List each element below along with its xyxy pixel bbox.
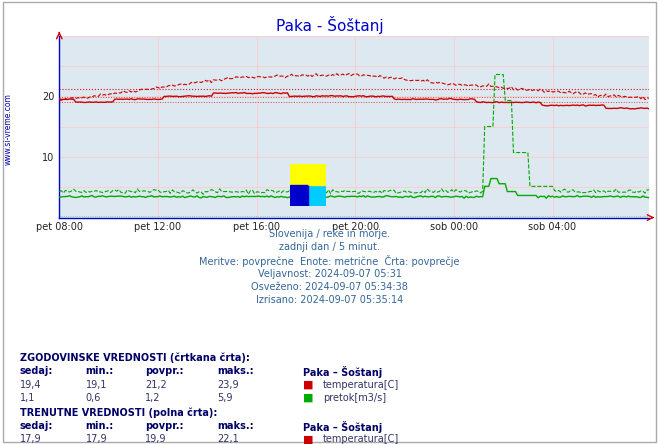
Text: zadnji dan / 5 minut.: zadnji dan / 5 minut. [279, 242, 380, 252]
Text: ZGODOVINSKE VREDNOSTI (črtkana črta):: ZGODOVINSKE VREDNOSTI (črtkana črta): [20, 353, 250, 364]
Text: temperatura[C]: temperatura[C] [323, 434, 399, 444]
Text: 17,9: 17,9 [86, 434, 107, 444]
Polygon shape [290, 164, 308, 186]
Text: Paka – Šoštanj: Paka – Šoštanj [303, 421, 382, 433]
Text: ■: ■ [303, 380, 314, 390]
Text: ■: ■ [303, 434, 314, 444]
Text: Paka - Šoštanj: Paka - Šoštanj [275, 16, 384, 34]
Text: povpr.:: povpr.: [145, 421, 183, 431]
Text: min.:: min.: [86, 366, 114, 377]
Text: ■: ■ [303, 393, 314, 403]
Polygon shape [308, 164, 326, 186]
Text: 19,1: 19,1 [86, 380, 107, 390]
Text: 5,9: 5,9 [217, 393, 233, 403]
Text: maks.:: maks.: [217, 421, 254, 431]
Text: 1,2: 1,2 [145, 393, 161, 403]
Text: Veljavnost: 2024-09-07 05:31: Veljavnost: 2024-09-07 05:31 [258, 269, 401, 279]
Text: min.:: min.: [86, 421, 114, 431]
Text: 21,2: 21,2 [145, 380, 167, 390]
Text: sedaj:: sedaj: [20, 421, 53, 431]
Text: pretok[m3/s]: pretok[m3/s] [323, 393, 386, 403]
Polygon shape [308, 186, 326, 206]
Text: povpr.:: povpr.: [145, 366, 183, 377]
Text: Slovenija / reke in morje.: Slovenija / reke in morje. [269, 229, 390, 239]
Text: 17,9: 17,9 [20, 434, 42, 444]
Text: 19,4: 19,4 [20, 380, 42, 390]
Text: Osveženo: 2024-09-07 05:34:38: Osveženo: 2024-09-07 05:34:38 [251, 282, 408, 292]
Text: TRENUTNE VREDNOSTI (polna črta):: TRENUTNE VREDNOSTI (polna črta): [20, 408, 217, 418]
Text: maks.:: maks.: [217, 366, 254, 377]
Text: temperatura[C]: temperatura[C] [323, 380, 399, 390]
Text: 23,9: 23,9 [217, 380, 239, 390]
Text: Meritve: povprečne  Enote: metrične  Črta: povprečje: Meritve: povprečne Enote: metrične Črta:… [199, 255, 460, 267]
Text: 0,6: 0,6 [86, 393, 101, 403]
Text: sedaj:: sedaj: [20, 366, 53, 377]
Text: 19,9: 19,9 [145, 434, 167, 444]
Text: 22,1: 22,1 [217, 434, 239, 444]
Text: Izrisano: 2024-09-07 05:35:14: Izrisano: 2024-09-07 05:35:14 [256, 295, 403, 305]
Polygon shape [308, 164, 326, 186]
Polygon shape [290, 186, 308, 206]
Text: www.si-vreme.com: www.si-vreme.com [3, 93, 13, 165]
Polygon shape [308, 186, 326, 206]
Text: Paka – Šoštanj: Paka – Šoštanj [303, 366, 382, 378]
Text: 1,1: 1,1 [20, 393, 35, 403]
Polygon shape [290, 186, 308, 206]
